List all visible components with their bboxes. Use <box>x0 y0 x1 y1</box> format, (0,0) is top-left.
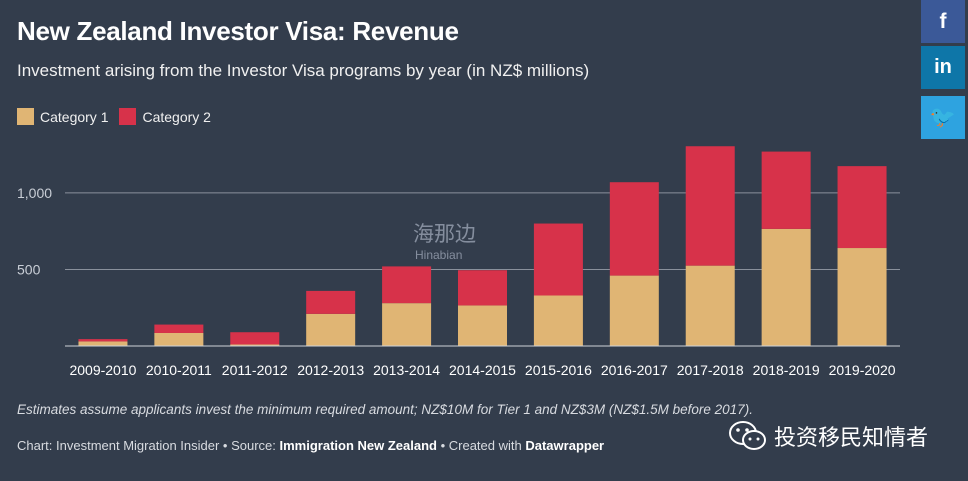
credit-chart-label: Chart: Investment Migration Insider • So… <box>17 438 280 453</box>
bar-category-1-2018-2019[interactable] <box>761 228 811 346</box>
chart-footnote: Estimates assume applicants invest the m… <box>17 402 753 417</box>
bar-category-1-2014-2015[interactable] <box>458 305 507 346</box>
chart-title: New Zealand Investor Visa: Revenue <box>17 16 459 46</box>
x-tick-label: 2016-2017 <box>601 362 668 378</box>
legend-label-category-2: Category 2 <box>142 108 211 125</box>
chart-subtitle: Investment arising from the Investor Vis… <box>17 61 590 80</box>
twitter-share-button[interactable]: 🐦 <box>921 96 965 139</box>
facebook-icon: f <box>939 9 947 33</box>
bar-category-2-2009-2010[interactable] <box>78 339 128 342</box>
x-tick-label: 2011-2012 <box>222 362 288 378</box>
bar-category-2-2018-2019[interactable] <box>761 151 811 229</box>
bar-category-2-2010-2011[interactable] <box>154 324 204 333</box>
facebook-share-button[interactable]: f <box>921 0 965 43</box>
bar-category-1-2019-2020[interactable] <box>837 248 887 346</box>
bar-category-2-2014-2015[interactable] <box>458 270 507 306</box>
x-tick-label: 2013-2014 <box>373 362 440 378</box>
legend-swatch-category-2 <box>119 108 137 125</box>
watermark-cn-text: 海那边 <box>413 223 476 246</box>
x-tick-label: 2009-2010 <box>69 362 136 378</box>
hinabian-watermark: 海那边 Hinabian <box>413 218 476 262</box>
linkedin-share-button[interactable]: in <box>921 46 965 89</box>
y-tick-label: 1,000 <box>17 185 52 201</box>
bar-category-1-2009-2010[interactable] <box>78 341 128 346</box>
wechat-account-name: 投资移民知情者 <box>774 425 929 450</box>
wechat-icon <box>729 421 766 450</box>
legend-item-category-2: Category 2 <box>119 108 211 125</box>
x-tick-label: 2010-2011 <box>146 362 212 378</box>
credit-tool-link[interactable]: Datawrapper <box>525 438 605 453</box>
credit-source-link[interactable]: Immigration New Zealand <box>279 438 437 453</box>
stacked-bar-chart: 500 1,000 2009-2010 2010-2011 2011-2012 2012-… <box>17 146 900 378</box>
credit-created-label: • Created with <box>436 438 526 453</box>
chart-credit: Chart: Investment Migration Insider • So… <box>17 438 604 453</box>
x-tick-label: 2012-2013 <box>297 362 364 378</box>
bar-category-1-2017-2018[interactable] <box>685 265 735 346</box>
x-tick-label: 2019-2020 <box>829 362 896 378</box>
bar-category-1-2012-2013[interactable] <box>306 313 356 346</box>
bar-category-2-2015-2016[interactable] <box>533 223 583 296</box>
bar-category-2-2012-2013[interactable] <box>306 290 356 314</box>
bar-category-2-2013-2014[interactable] <box>382 266 432 304</box>
legend: Category 1 Category 2 <box>17 108 222 125</box>
legend-label-category-1: Category 1 <box>40 108 109 125</box>
linkedin-icon: in <box>934 56 952 78</box>
bar-category-2-2016-2017[interactable] <box>609 182 659 276</box>
x-tick-label: 2018-2019 <box>753 362 820 378</box>
bar-category-1-2010-2011[interactable] <box>154 332 204 346</box>
x-tick-label: 2014-2015 <box>449 362 516 378</box>
bar-category-2-2017-2018[interactable] <box>685 146 735 266</box>
twitter-icon: 🐦 <box>929 105 957 129</box>
bar-category-1-2013-2014[interactable] <box>382 303 432 346</box>
wechat-watermark: 投资移民知情者 <box>728 420 928 452</box>
watermark-en-text: Hinabian <box>415 248 463 262</box>
bar-category-1-2011-2012[interactable] <box>230 344 280 346</box>
x-tick-label: 2015-2016 <box>525 362 592 378</box>
y-tick-label: 500 <box>17 261 41 277</box>
bar-category-1-2015-2016[interactable] <box>533 295 583 346</box>
x-tick-label: 2017-2018 <box>677 362 744 378</box>
legend-swatch-category-1 <box>17 108 34 125</box>
bar-category-1-2016-2017[interactable] <box>609 275 659 346</box>
legend-item-category-1: Category 1 <box>17 108 108 125</box>
bar-category-2-2019-2020[interactable] <box>837 166 887 249</box>
bar-category-2-2011-2012[interactable] <box>230 332 280 345</box>
